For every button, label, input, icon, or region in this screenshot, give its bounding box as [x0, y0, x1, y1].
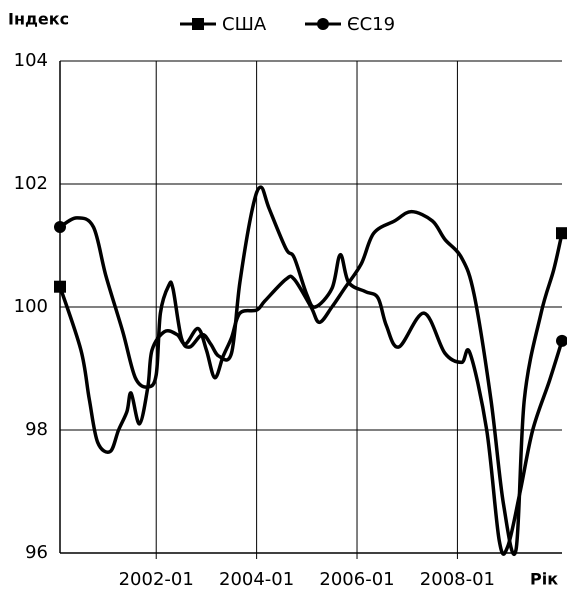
series-marker	[54, 280, 66, 293]
y-axis-title: Індекс	[8, 10, 69, 29]
legend-marker	[317, 18, 329, 30]
x-tick-label: 2008-01	[420, 569, 495, 590]
legend-marker	[192, 18, 204, 30]
y-tick-label: 102	[14, 173, 48, 194]
series-marker	[556, 227, 567, 240]
y-tick-label: 98	[25, 419, 48, 440]
y-tick-label: 100	[14, 296, 48, 317]
x-tick-label: 2004-01	[219, 569, 294, 590]
series-line	[59, 185, 564, 556]
x-tick-label: 2002-01	[119, 569, 194, 590]
y-tick-label: 96	[25, 542, 48, 563]
series-line	[58, 209, 564, 556]
legend-label: США	[222, 14, 267, 35]
y-tick-label: 104	[14, 50, 48, 71]
series-marker	[54, 221, 66, 234]
x-tick-label: 2006-01	[319, 569, 394, 590]
legend-label: ЄС19	[347, 14, 395, 35]
x-axis-title: Рік	[530, 570, 558, 589]
series-marker	[556, 334, 567, 347]
